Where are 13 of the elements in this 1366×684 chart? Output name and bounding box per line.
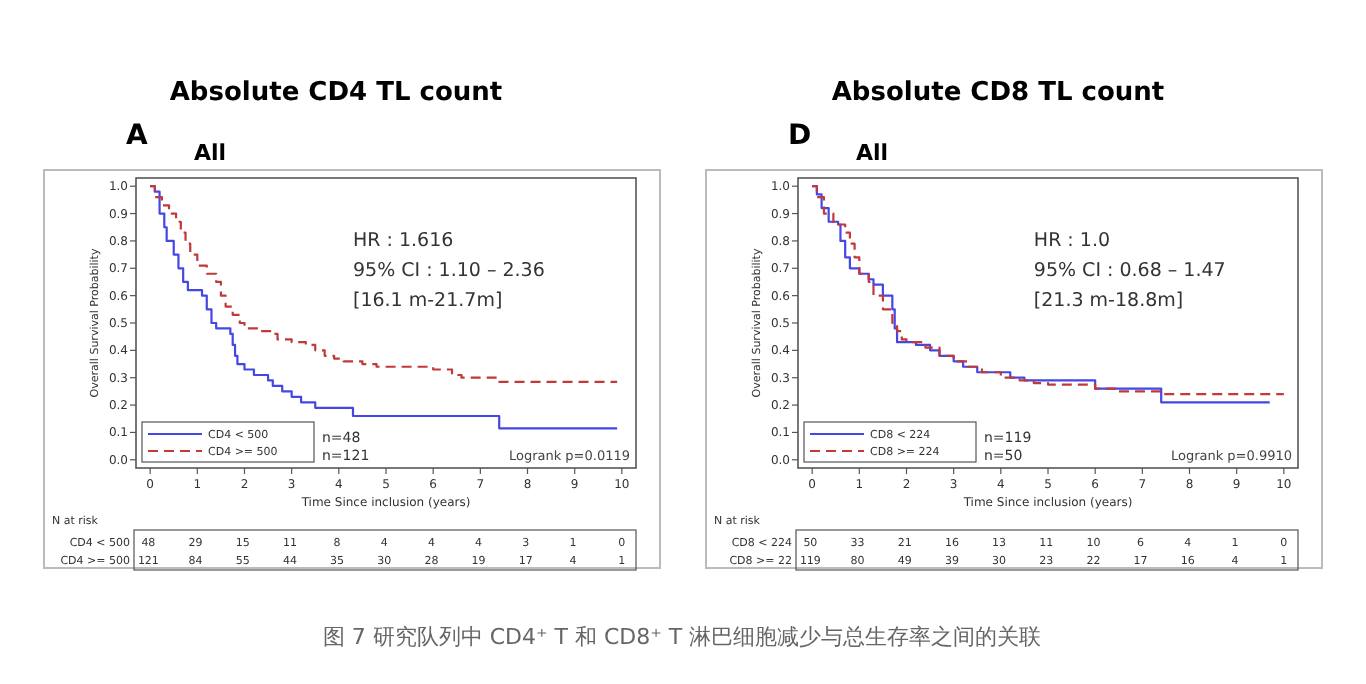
annotation: HR : 1.616 (352, 230, 454, 252)
text: D (788, 120, 812, 152)
annotation: 95% CI : 0.68 – 1.47 (1033, 260, 1226, 282)
annotation: [16.1 m-21.7m] (352, 290, 503, 312)
chart-subtitle: All (193, 140, 227, 166)
annotation: [21.3 m-18.8m] (1033, 290, 1184, 312)
chart-title: Absolute CD4 TL count (169, 78, 503, 108)
annotation: 95% CI : 1.10 – 2.36 (352, 260, 545, 282)
annotation: HR : 1.0 (1033, 230, 1111, 252)
caption: 图 7 研究队列中 CD4⁺ T 和 CD8⁺ T 淋巴细胞减少与总生存率之间的关联 (322, 624, 1042, 650)
text: A (126, 120, 148, 152)
chart-title: Absolute CD8 TL count (831, 78, 1165, 108)
chart-subtitle: All (855, 140, 889, 166)
